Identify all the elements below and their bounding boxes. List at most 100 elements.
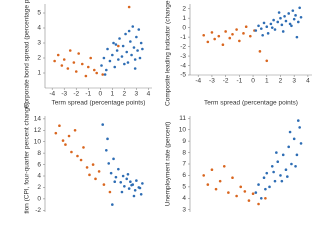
x-tick-label: -4 — [49, 91, 55, 98]
point — [206, 183, 210, 186]
point — [82, 146, 85, 149]
point — [91, 163, 95, 166]
point — [276, 160, 280, 164]
point — [202, 174, 206, 177]
point — [118, 37, 121, 40]
point — [54, 131, 58, 135]
point — [103, 73, 107, 76]
point — [287, 12, 290, 15]
point — [284, 19, 288, 23]
point — [101, 73, 105, 76]
point — [62, 58, 66, 61]
point — [210, 31, 214, 34]
y-tick-label: 14 — [34, 116, 42, 123]
point — [85, 166, 89, 169]
point — [56, 53, 60, 57]
y-tick-label: -1 — [180, 34, 186, 41]
point — [290, 162, 293, 166]
point — [133, 67, 137, 70]
point — [224, 30, 227, 33]
point — [244, 25, 248, 29]
point — [286, 175, 289, 178]
point — [217, 34, 221, 38]
point — [113, 65, 117, 69]
y-tick-label: 5 — [182, 184, 186, 191]
point — [264, 187, 267, 191]
point — [111, 203, 114, 206]
point — [243, 190, 247, 193]
point — [106, 47, 109, 51]
y-tick-label: 4 — [182, 195, 186, 202]
x-tick-label: -3 — [61, 91, 67, 98]
point — [265, 25, 269, 29]
point — [227, 191, 230, 194]
point — [73, 128, 77, 132]
y-tick-label: 10 — [179, 126, 187, 133]
point — [238, 39, 241, 43]
x-tick-label: -2 — [73, 91, 79, 98]
point — [298, 126, 301, 129]
point — [121, 174, 125, 178]
y-tick-label: 8 — [37, 150, 41, 157]
point — [284, 168, 288, 172]
point — [228, 36, 232, 40]
y-axis-title: Corporate bond spread (percentage points… — [24, 0, 31, 108]
y-axis-title: Inflation (CPI, four-quarter percent cha… — [24, 102, 31, 214]
x-tick-label: -1 — [85, 91, 91, 98]
point — [67, 134, 71, 138]
point — [296, 119, 300, 122]
point — [125, 177, 129, 181]
point — [114, 43, 118, 46]
point — [239, 185, 243, 189]
point — [66, 67, 70, 70]
point — [79, 158, 83, 162]
point — [265, 171, 269, 175]
y-tick-label: 4 — [37, 173, 41, 180]
point — [258, 50, 262, 53]
x-tick-label: -2 — [223, 78, 229, 85]
point — [112, 157, 115, 161]
point — [249, 34, 252, 38]
y-tick-label: 6 — [37, 161, 41, 168]
point — [292, 17, 296, 21]
y-tick-label: -2 — [35, 207, 41, 214]
point — [288, 22, 292, 26]
point — [84, 74, 88, 78]
point — [283, 15, 286, 18]
x-tick-label: -3 — [209, 78, 215, 85]
point — [105, 148, 108, 152]
point — [108, 59, 112, 63]
point — [125, 50, 129, 54]
point — [141, 47, 144, 51]
point — [129, 180, 132, 184]
point — [135, 35, 138, 39]
point — [86, 65, 90, 69]
x-tick-label: -1 — [236, 78, 242, 85]
point — [218, 179, 222, 183]
y-tick-label: 2 — [37, 55, 41, 62]
y-tick-label: -2 — [180, 43, 186, 50]
point — [131, 25, 135, 28]
point — [270, 26, 274, 29]
point — [275, 151, 278, 154]
point — [294, 164, 297, 168]
point — [221, 43, 225, 47]
point — [292, 137, 296, 141]
point — [76, 154, 79, 158]
point — [106, 137, 109, 141]
point — [231, 32, 234, 36]
point — [287, 145, 290, 149]
point — [242, 32, 245, 35]
point — [80, 62, 84, 66]
point — [273, 179, 277, 183]
point — [296, 20, 300, 24]
point — [210, 168, 214, 172]
point — [107, 162, 111, 165]
point — [270, 164, 274, 168]
point — [136, 49, 139, 52]
point — [295, 153, 299, 157]
point — [269, 22, 273, 26]
point — [259, 196, 263, 200]
point — [272, 170, 275, 174]
